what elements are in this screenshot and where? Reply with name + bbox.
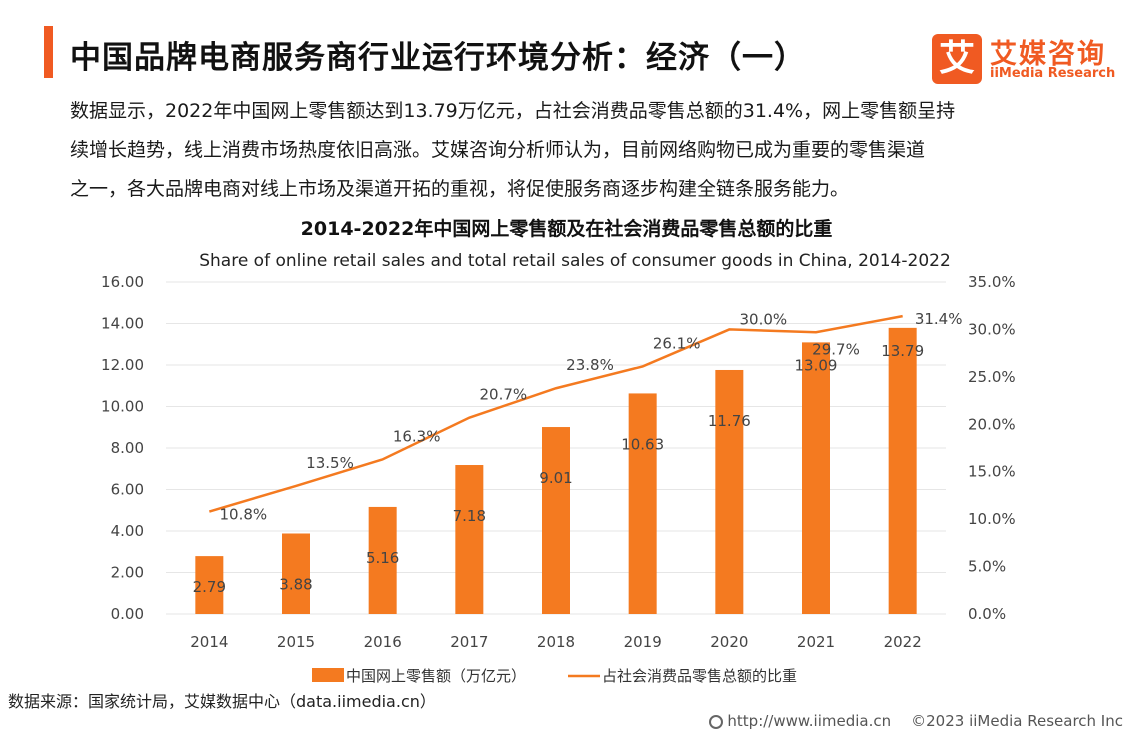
bar <box>715 369 744 614</box>
bar-data-label: 13.79 <box>881 342 924 360</box>
bar <box>455 465 484 614</box>
share-line <box>208 314 903 513</box>
bar-data-label: 9.01 <box>539 469 572 487</box>
right-axis-tick-label: 25.0% <box>968 368 1016 386</box>
bar-data-label: 3.88 <box>279 575 312 593</box>
chart-subtitle: Share of online retail sales and total r… <box>199 251 951 271</box>
brand-logo: 艾 艾媒咨询 iiMedia Research <box>932 32 1122 84</box>
paragraph-line: 数据显示，2022年中国网上零售额达到13.79万亿元，占社会消费品零售总额的3… <box>70 100 956 122</box>
x-axis-tick-label: 2020 <box>710 633 748 651</box>
x-axis-tick-label: 2017 <box>450 633 488 651</box>
left-axis-tick-label: 0.00 <box>111 605 144 623</box>
footer: http://www.iimedia.cn ©2023 iiMedia Resea… <box>709 712 1123 730</box>
legend-bar-label: 中国网上零售额（万亿元） <box>346 667 526 685</box>
x-axis-tick-label: 2014 <box>190 633 228 651</box>
right-axis-tick-label: 35.0% <box>968 273 1016 291</box>
bar-data-label: 10.63 <box>621 435 664 453</box>
bar-data-label: 13.09 <box>795 356 838 374</box>
bar <box>368 506 397 614</box>
right-axis-tick-label: 10.0% <box>968 510 1016 528</box>
line-data-label: 29.7% <box>812 340 860 358</box>
line-data-label: 26.1% <box>653 334 701 352</box>
left-axis-tick-label: 4.00 <box>111 522 144 540</box>
left-axis-tick-label: 10.00 <box>101 398 144 416</box>
bar <box>195 556 224 614</box>
line-data-label: 10.8% <box>220 506 268 524</box>
bar <box>628 393 657 614</box>
right-axis-tick-label: 15.0% <box>968 463 1016 481</box>
line-data-label: 16.3% <box>393 427 441 445</box>
bar-data-label: 2.79 <box>193 578 226 596</box>
left-axis-tick-label: 8.00 <box>111 439 144 457</box>
bar-data-label: 5.16 <box>366 549 399 567</box>
right-axis-tick-label: 20.0% <box>968 415 1016 433</box>
line-data-label: 13.5% <box>306 454 354 472</box>
bar <box>802 342 830 614</box>
globe-icon <box>709 715 724 729</box>
x-axis-tick-label: 2022 <box>884 633 922 651</box>
logo-name-cn: 艾媒咨询 <box>990 39 1106 70</box>
bar <box>282 533 310 614</box>
footer-copyright: ©2023 iiMedia Research Inc <box>911 712 1123 730</box>
footer-url[interactable]: http://www.iimedia.cn <box>727 712 892 730</box>
left-axis-tick-label: 6.00 <box>111 481 144 499</box>
legend-line-label: 占社会消费品零售总额的比重 <box>602 667 797 685</box>
right-axis-tick-label: 30.0% <box>968 320 1016 338</box>
line-data-label: 31.4% <box>915 310 963 328</box>
line-data-label: 23.8% <box>566 356 614 374</box>
right-axis-tick-label: 0.0% <box>968 605 1006 623</box>
line-data-label: 30.0% <box>740 310 788 328</box>
bar-data-label: 11.76 <box>708 412 751 430</box>
title-accent-bar <box>44 26 53 78</box>
bar-data-label: 7.18 <box>453 507 486 525</box>
right-axis-tick-label: 5.0% <box>968 558 1006 576</box>
left-axis-tick-label: 12.00 <box>101 356 144 374</box>
x-axis-tick-label: 2018 <box>537 633 575 651</box>
bar <box>542 427 570 614</box>
x-axis-tick-label: 2016 <box>364 633 402 651</box>
data-source: 数据来源：国家统计局，艾媒数据中心（data.iimedia.cn） <box>8 692 436 711</box>
x-axis-tick-label: 2015 <box>277 633 315 651</box>
left-axis-tick-label: 16.00 <box>101 273 144 291</box>
bar <box>888 327 917 614</box>
summary-paragraph: 数据显示，2022年中国网上零售额达到13.79万亿元，占社会消费品零售总额的3… <box>70 92 1070 209</box>
logo-icon: 艾 <box>932 34 982 84</box>
chart-title: 2014-2022年中国网上零售额及在社会消费品零售总额的比重 <box>300 218 833 240</box>
left-axis-tick-label: 14.00 <box>101 315 144 333</box>
logo-name-en: iiMedia Research <box>990 66 1116 81</box>
paragraph-line: 之一，各大品牌电商对线上市场及渠道开拓的重视，将促使服务商逐步构建全链条服务能力… <box>70 178 850 200</box>
x-axis-tick-label: 2021 <box>797 633 835 651</box>
line-data-label: 20.7% <box>480 386 528 404</box>
left-axis-tick-label: 2.00 <box>111 564 144 582</box>
page-title: 中国品牌电商服务商行业运行环境分析：经济（一） <box>70 40 806 76</box>
legend-bar-swatch <box>312 668 344 682</box>
x-axis-tick-label: 2019 <box>624 633 662 651</box>
paragraph-line: 续增长趋势，线上消费市场热度依旧高涨。艾媒咨询分析师认为，目前网络购物已成为重要… <box>70 139 926 161</box>
